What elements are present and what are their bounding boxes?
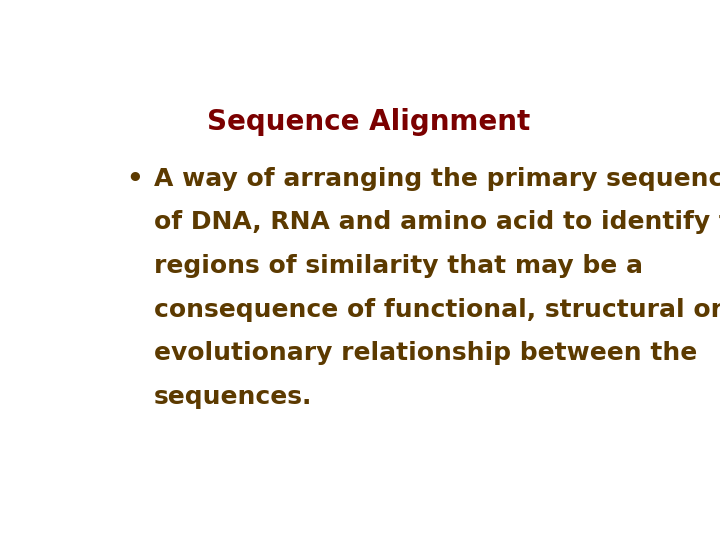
Text: •: • — [126, 167, 143, 193]
Text: regions of similarity that may be a: regions of similarity that may be a — [154, 254, 643, 278]
Text: of DNA, RNA and amino acid to identify the: of DNA, RNA and amino acid to identify t… — [154, 210, 720, 234]
Text: A way of arranging the primary sequences: A way of arranging the primary sequences — [154, 167, 720, 191]
Text: sequences.: sequences. — [154, 385, 312, 409]
Text: evolutionary relationship between the: evolutionary relationship between the — [154, 341, 698, 365]
Text: consequence of functional, structural or: consequence of functional, structural or — [154, 298, 720, 322]
Text: Sequence Alignment: Sequence Alignment — [207, 109, 531, 137]
